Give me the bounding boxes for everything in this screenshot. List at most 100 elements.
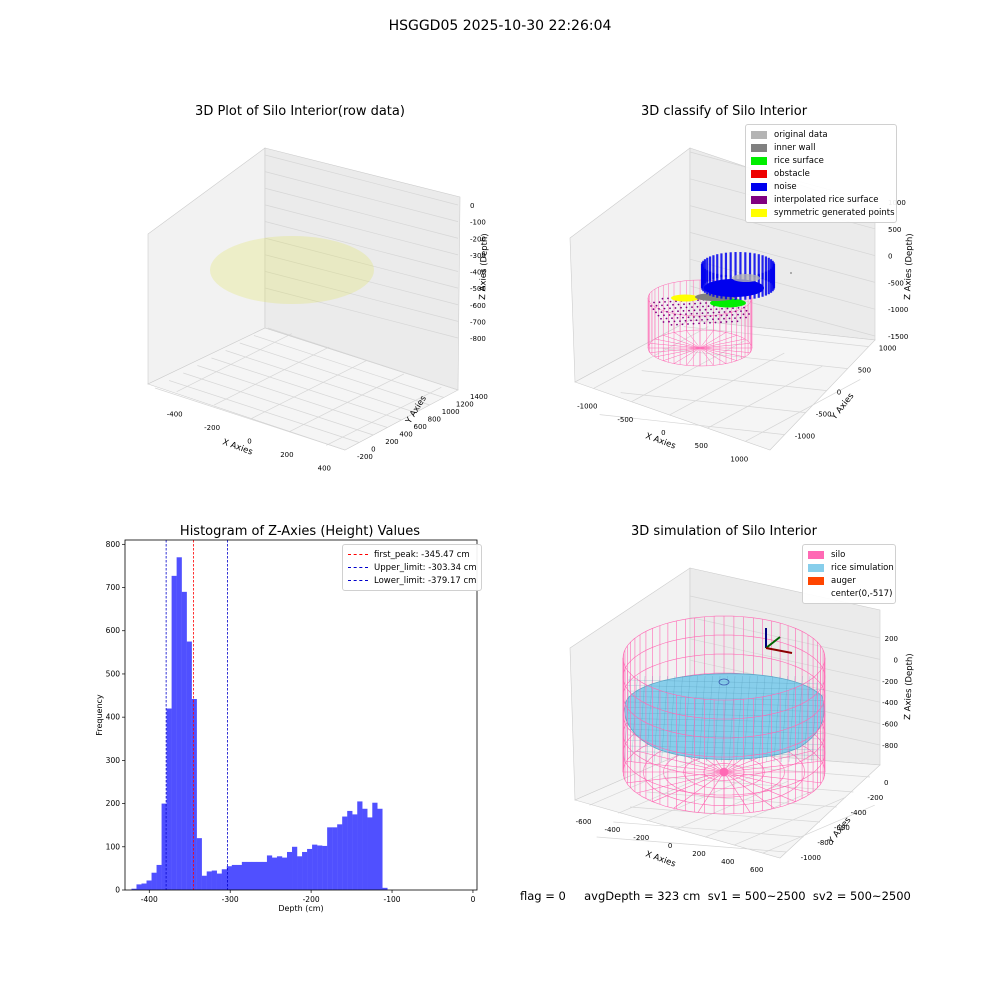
classify-silo-spoke [654,338,701,349]
classify-silo-spoke [654,347,701,358]
classify-interpolated-point [704,315,706,318]
simulation-x-gridline [589,756,702,806]
classify-y-tick-label: 0 [837,389,841,397]
classify-interpolated-point [693,316,695,318]
classify-interpolated-point [702,305,704,308]
histogram-bar [307,848,313,890]
classify-z-tick-label: 0 [888,253,892,261]
classify-noise-fill [704,279,764,297]
legend-swatch [808,563,824,572]
classify-interpolated-point [726,314,728,317]
classify-interpolated-point [729,310,731,313]
histogram-bar [312,844,318,890]
histogram-x-tick-label: -100 [384,895,401,904]
raw-y-gridline [197,365,388,428]
histogram-bar [297,856,303,890]
histogram-bar [221,869,227,890]
histogram-bar [276,856,283,890]
simulation-rice-mesh-line [627,701,825,707]
raw-x-tick-label: 400 [318,464,331,472]
classify-legend-item: interpolated rice surface [751,193,891,206]
simulation-z-tick-label: -800 [882,742,898,750]
classify-interpolated-point [660,317,662,320]
simulation-rice-mesh-line [627,718,825,723]
histogram-legend: first_peak: -345.47 cm Upper_limit: -303.… [342,544,482,591]
histogram-bar [156,864,162,890]
legend-line-swatch [348,554,368,555]
raw-x-tick-label: 200 [280,451,293,459]
histogram-bar [231,864,238,890]
classify-x-tick-label: 500 [695,442,708,450]
histogram-bar [367,817,373,890]
simulation-x-tick-label: 200 [692,850,705,858]
simulation-legend-item: center(0,-517) [808,587,893,600]
simulation-rice-mesh-line [661,675,668,763]
histogram-bar [266,855,273,890]
simulation-silo-spoke [723,771,822,784]
simulation-rice-mesh-line [706,675,713,763]
classify-interpolated-point [666,304,669,306]
raw-x-gridline [288,373,405,433]
classify-interpolated-point [671,317,673,320]
classify-interpolated-point [739,316,742,319]
classify-interpolated-point [723,311,726,313]
classify-legend: original data inner wall rice surface obsta… [745,124,897,223]
classify-interpolated-point [653,301,655,304]
histogram-y-tick-label: 400 [106,713,121,722]
classify-x-tick-label: 1000 [730,455,748,463]
legend-label: center(0,-517) [831,588,893,599]
classify-legend-item: original data [751,128,891,141]
classify-interpolated-point [676,323,678,326]
chart-x-axis-label: Depth (cm) [278,904,323,913]
classify-x-gridline [631,339,747,403]
classify-silo-spoke [699,347,751,353]
simulation-rice-mesh-line [627,685,825,690]
classify-silo-spoke [699,347,746,358]
simulation-rice-mesh-line [781,675,788,763]
raw-z-tick-label: -300 [470,252,486,260]
histogram-legend-item: Lower_limit: -379.17 cm [348,574,476,587]
classify-z-axis-label: Z Axies (Depth) [903,233,915,300]
legend-label: inner wall [774,142,816,153]
classify-y-axis-label: Y Axies [829,391,857,423]
classify-silo-spoke [673,332,701,349]
classify-interpolated-point [684,319,687,322]
classify-z-tick-label: -1500 [888,333,908,341]
classify-interpolated-point [726,307,729,310]
simulation-triad-x [765,647,793,654]
legend-swatch [751,169,767,178]
classify-interpolated-point [670,324,673,326]
classify-plot-title: 3D classify of Silo Interior [640,104,808,119]
histogram-bar [241,861,248,890]
histogram-x-tick-label: -200 [303,895,320,904]
histogram-bar [141,883,147,890]
histogram-bar [191,699,197,890]
histogram-bar [347,810,353,890]
classify-x-tick-label: -500 [617,416,633,424]
classify-y-tick-label: 500 [858,367,871,375]
histogram-bar [226,866,233,890]
classify-y-gridline [599,414,785,435]
classify-legend-item: noise [751,180,891,193]
simulation-legend: silo rice simulation auger center(0,-517) [802,544,896,604]
classify-interpolated-point [682,310,685,312]
classify-interpolated-point [665,317,668,320]
simulation-rice-mesh-line [627,690,825,696]
legend-label: Lower_limit: -379.17 cm [374,575,477,586]
classify-interpolated-point [706,318,709,321]
classify-silo-spoke [699,338,746,349]
classify-interpolated-point [681,323,684,326]
classify-interpolated-point [663,307,666,310]
classify-interpolated-point [723,317,725,320]
classify-interpolated-point [666,310,668,313]
classify-interpolated-point [725,321,728,323]
classify-interpolated-point [673,320,676,323]
raw-y-tick-label: 200 [385,438,398,446]
classify-interpolated-point [687,316,690,319]
classify-silo-spoke [699,347,714,366]
simulation-y-gridline [663,776,854,793]
raw-z-tick-label: -500 [470,285,486,293]
classify-silo-spoke [686,347,701,366]
simulation-center-marker [718,678,730,686]
legend-label: auger [831,575,856,586]
